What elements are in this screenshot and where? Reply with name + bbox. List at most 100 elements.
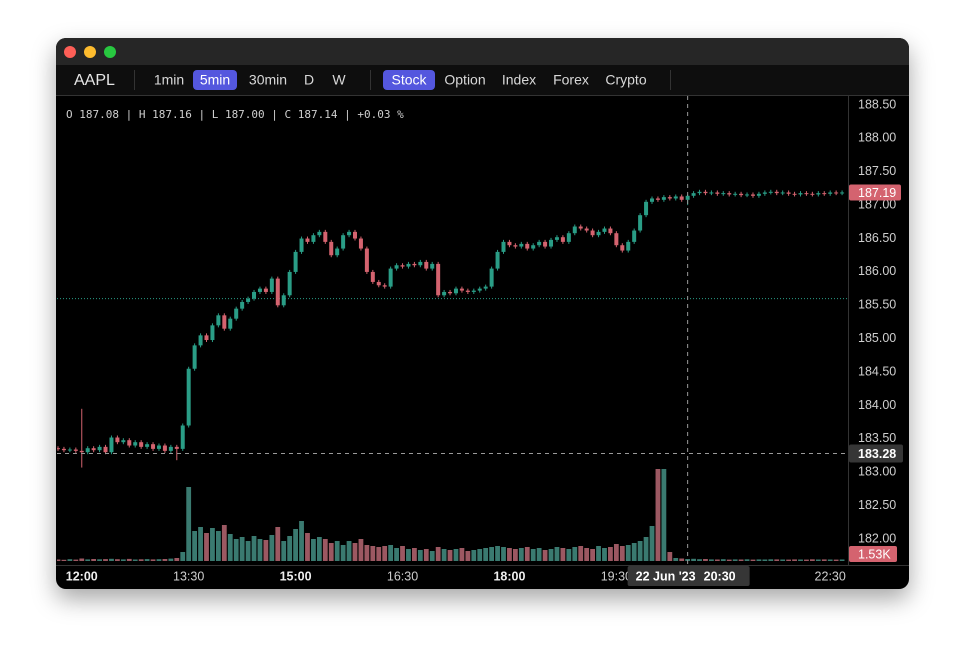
volume-bar [489, 547, 495, 561]
volume-bar [269, 535, 275, 561]
candle-body [614, 233, 619, 246]
candle-body [590, 230, 595, 236]
volume-bar [174, 558, 180, 561]
volume-bar [762, 559, 768, 561]
market-button[interactable]: Crypto [605, 72, 646, 88]
volume-bar [57, 559, 61, 561]
interval-button[interactable]: 1min [154, 72, 184, 88]
volume-bar [316, 537, 322, 561]
volume-bar [233, 539, 239, 561]
volume-bar [281, 541, 287, 561]
crosshair-date-label: 22 Jun '23 [636, 569, 696, 583]
volume-bar [293, 529, 298, 561]
candle-body [323, 231, 328, 242]
interval-button[interactable]: 5min [200, 72, 230, 88]
candle-body [293, 251, 298, 272]
volume-bar [465, 551, 471, 561]
market-button[interactable]: Index [502, 72, 536, 88]
volume-bar [631, 543, 637, 561]
volume-bar [554, 547, 560, 561]
candle-body [644, 201, 649, 216]
candle-body [436, 263, 441, 296]
candle-body [228, 318, 233, 329]
candle-body [222, 315, 227, 329]
volume-bar [720, 559, 726, 561]
market-button[interactable]: Forex [553, 72, 589, 88]
candle-body [608, 228, 613, 234]
y-tick-label: 187.50 [858, 164, 896, 178]
candle-body [745, 194, 750, 196]
candle-body [335, 248, 340, 256]
candle-body [216, 315, 221, 326]
market-button[interactable]: Stock [391, 72, 427, 88]
symbol[interactable]: AAPL [74, 72, 115, 89]
candle-body [139, 442, 144, 447]
volume-bar [738, 559, 744, 561]
volume-bar [584, 548, 590, 561]
volume-bar [192, 531, 198, 561]
volume-bar [798, 559, 803, 561]
volume-bar [103, 559, 108, 561]
volume-bar [423, 549, 429, 561]
volume-bar [572, 547, 578, 561]
candle-body [673, 196, 678, 199]
candle-body [774, 191, 779, 194]
candle-body [299, 238, 304, 252]
volume-bar [109, 558, 114, 561]
interval-button[interactable]: W [332, 72, 346, 88]
market-button[interactable]: Option [444, 72, 485, 88]
candle-body [67, 449, 72, 451]
candle-body [388, 268, 393, 287]
candle-body [347, 231, 352, 236]
candle-body [162, 445, 167, 451]
candle-body [638, 215, 643, 231]
candle-body [145, 444, 150, 447]
y-tick-label: 188.50 [858, 97, 896, 111]
candle-body [721, 193, 726, 195]
window [56, 38, 909, 589]
volume-bar [453, 549, 459, 561]
candle-body [91, 448, 96, 451]
candle-body [240, 301, 245, 309]
volume-bar [162, 559, 168, 561]
candle-body [626, 241, 631, 251]
volume-bar [560, 548, 566, 561]
volume-bar [804, 559, 809, 561]
candle-body [317, 231, 322, 236]
y-tick-label: 183.00 [858, 465, 896, 479]
zoom-button[interactable] [104, 46, 116, 58]
candle-body [151, 444, 156, 449]
candle-body [792, 193, 797, 195]
candle-body [840, 192, 845, 194]
interval-button[interactable]: 30min [249, 72, 287, 88]
candle-body [525, 243, 530, 249]
y-tick-label: 182.00 [858, 531, 896, 545]
x-tick-label: 16:30 [387, 569, 418, 583]
candle-body [180, 425, 185, 449]
candle-body [715, 192, 720, 194]
candle-body [727, 193, 732, 195]
volume-bar [138, 559, 144, 561]
volume-bar [768, 559, 774, 561]
volume-bar [204, 533, 209, 561]
volume-bar [85, 559, 91, 561]
volume-bar [809, 559, 815, 561]
candle-body [703, 191, 708, 194]
candle-body [79, 450, 84, 453]
candle-body [531, 245, 536, 249]
active-button-bg [383, 70, 435, 90]
y-tick-label: 186.50 [858, 231, 896, 245]
close-button[interactable] [64, 46, 76, 58]
x-tick-label: 12:00 [66, 569, 98, 583]
minimize-button[interactable] [84, 46, 96, 58]
candle-body [537, 241, 542, 246]
volume-bar [328, 543, 334, 561]
volume-bar [215, 531, 221, 561]
candle-body [543, 241, 548, 247]
candle-body [97, 446, 102, 451]
candle-body [632, 230, 637, 242]
volume-bar [815, 559, 821, 561]
interval-button[interactable]: D [304, 72, 314, 88]
candle-body [364, 248, 369, 272]
